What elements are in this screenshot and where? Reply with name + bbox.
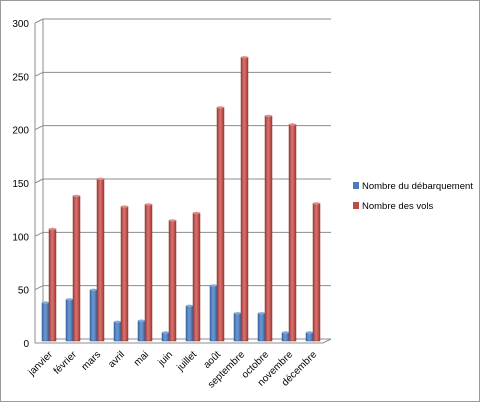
bar-top-cap — [114, 320, 121, 323]
bars — [41, 56, 321, 342]
bar-top-cap — [169, 219, 176, 222]
bar-debarquement — [41, 302, 50, 342]
y-tick-label: 50 — [18, 286, 30, 297]
bar-top-cap — [97, 177, 104, 181]
gridlines — [34, 18, 331, 291]
x-tick-label: avril — [106, 349, 127, 370]
bar-vols — [312, 203, 321, 342]
bar-top-cap — [217, 106, 224, 109]
bar-vols — [120, 206, 129, 342]
bar-top-cap — [210, 284, 217, 287]
bar-top-cap — [193, 211, 200, 215]
bar-debarquement — [161, 332, 170, 342]
legend-swatch — [353, 182, 359, 189]
gridline-depth — [34, 18, 44, 24]
bar-vols — [48, 228, 57, 342]
bar-top-cap — [138, 319, 145, 322]
gridline-depth — [34, 71, 44, 77]
bar-debarquement — [233, 313, 242, 342]
gridline-depth — [34, 231, 44, 237]
bar-vols — [264, 115, 273, 342]
x-tick-label: mai — [132, 349, 151, 368]
bar-top-cap — [162, 331, 169, 334]
bar-vols — [192, 212, 201, 342]
y-tick-label: 300 — [12, 19, 29, 30]
x-tick-label: juin — [156, 349, 176, 369]
bar-top-cap — [145, 203, 152, 206]
bar-debarquement — [281, 332, 290, 342]
legend-swatch — [353, 202, 359, 209]
bar-top-cap — [265, 114, 272, 118]
bar-debarquement — [65, 299, 74, 342]
gridline-depth — [34, 285, 44, 291]
legend-label: Nombre des vols — [362, 201, 434, 212]
y-tick-label: 150 — [12, 179, 29, 190]
bar-vols — [168, 220, 177, 342]
bar-top-cap — [282, 331, 289, 334]
bar-debarquement — [89, 289, 98, 342]
bar-top-cap — [313, 202, 320, 205]
bar-top-cap — [306, 331, 313, 334]
legend-label: Nombre du débarquement — [362, 181, 473, 192]
bar-top-cap — [258, 312, 265, 315]
bar-debarquement — [257, 313, 266, 342]
bar-top-cap — [186, 304, 193, 307]
bar-vols — [144, 204, 153, 342]
bar-top-cap — [289, 123, 296, 126]
bar-debarquement — [305, 332, 314, 342]
bar-debarquement — [113, 321, 122, 342]
x-tick-label: juillet — [175, 349, 200, 374]
bar-vols — [288, 124, 297, 342]
bar-vols — [216, 107, 225, 342]
bar-top-cap — [66, 298, 73, 301]
y-tick-label: 0 — [23, 339, 29, 350]
x-tick-label: février — [52, 349, 80, 377]
y-tick-label: 250 — [12, 72, 29, 83]
legend: Nombre du débarquement Nombre des vols — [353, 181, 473, 212]
bar-top-cap — [121, 205, 128, 208]
gridline-depth — [34, 178, 44, 184]
bar-top-cap — [90, 288, 97, 291]
bar-vols — [72, 195, 81, 342]
x-tick-label: mars — [80, 349, 104, 373]
bar-top-cap — [241, 56, 248, 59]
y-tick-label: 100 — [12, 232, 29, 243]
y-tick-label: 200 — [12, 126, 29, 137]
bar-top-cap — [234, 312, 241, 315]
x-tick-label: janvier — [26, 349, 56, 379]
gridline-depth — [34, 125, 44, 131]
bar-debarquement — [185, 305, 194, 342]
bar-debarquement — [137, 320, 146, 342]
bar-top-cap — [42, 301, 49, 304]
bar-top-cap — [73, 194, 80, 198]
bar-vols — [96, 178, 105, 342]
bar-top-cap — [49, 227, 56, 231]
bar-vols — [240, 57, 249, 342]
bar-debarquement — [209, 285, 218, 342]
floor-right-edge — [322, 338, 332, 344]
